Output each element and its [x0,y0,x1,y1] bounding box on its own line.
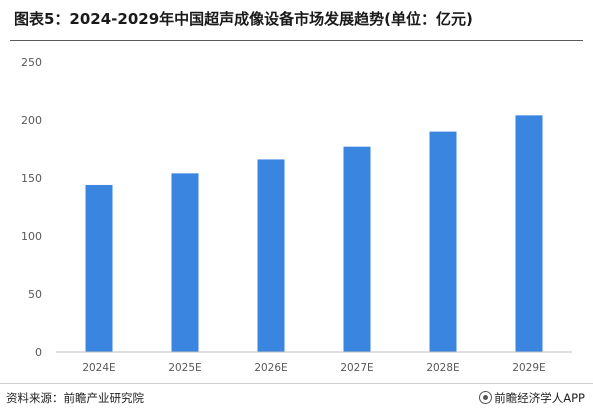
y-tick-label: 150 [21,172,42,185]
credit: 前瞻经济学人APP [479,390,585,406]
y-tick-label: 100 [21,230,42,243]
x-tick-label: 2028E [426,362,459,374]
x-tick-label: 2029E [512,362,545,374]
x-tick-label: 2026E [254,362,287,374]
bar-2029E [515,115,543,352]
bar-2027E [343,146,371,352]
y-axis: 0 50 100 150 200 250 [21,56,42,359]
bar-2026E [257,159,285,352]
x-tick-label: 2025E [168,362,201,374]
y-tick-label: 200 [21,114,42,127]
bar-2025E [171,173,199,352]
bar-2028E [429,131,457,352]
bars [85,115,543,352]
y-tick-label: 50 [28,288,42,301]
y-tick-label: 250 [21,56,42,69]
y-tick-label: 0 [35,346,42,359]
footer-divider [0,383,593,384]
title-divider [10,40,583,41]
bar-chart: 0 50 100 150 200 250 2024E 2025E 2026E 2027E 2028… [21,56,572,374]
chart-title: 图表5：2024-2029年中国超声成像设备市场发展趋势(单位：亿元) [14,10,473,28]
x-tick-label: 2024E [82,362,115,374]
bar-2024E [85,184,113,352]
x-axis: 2024E 2025E 2026E 2027E 2028E 2029E [82,362,545,374]
source-note: 资料来源：前瞻产业研究院 [6,391,144,405]
credit-text: 前瞻经济学人APP [494,391,585,405]
brand-icon [479,391,493,404]
x-tick-label: 2027E [340,362,373,374]
